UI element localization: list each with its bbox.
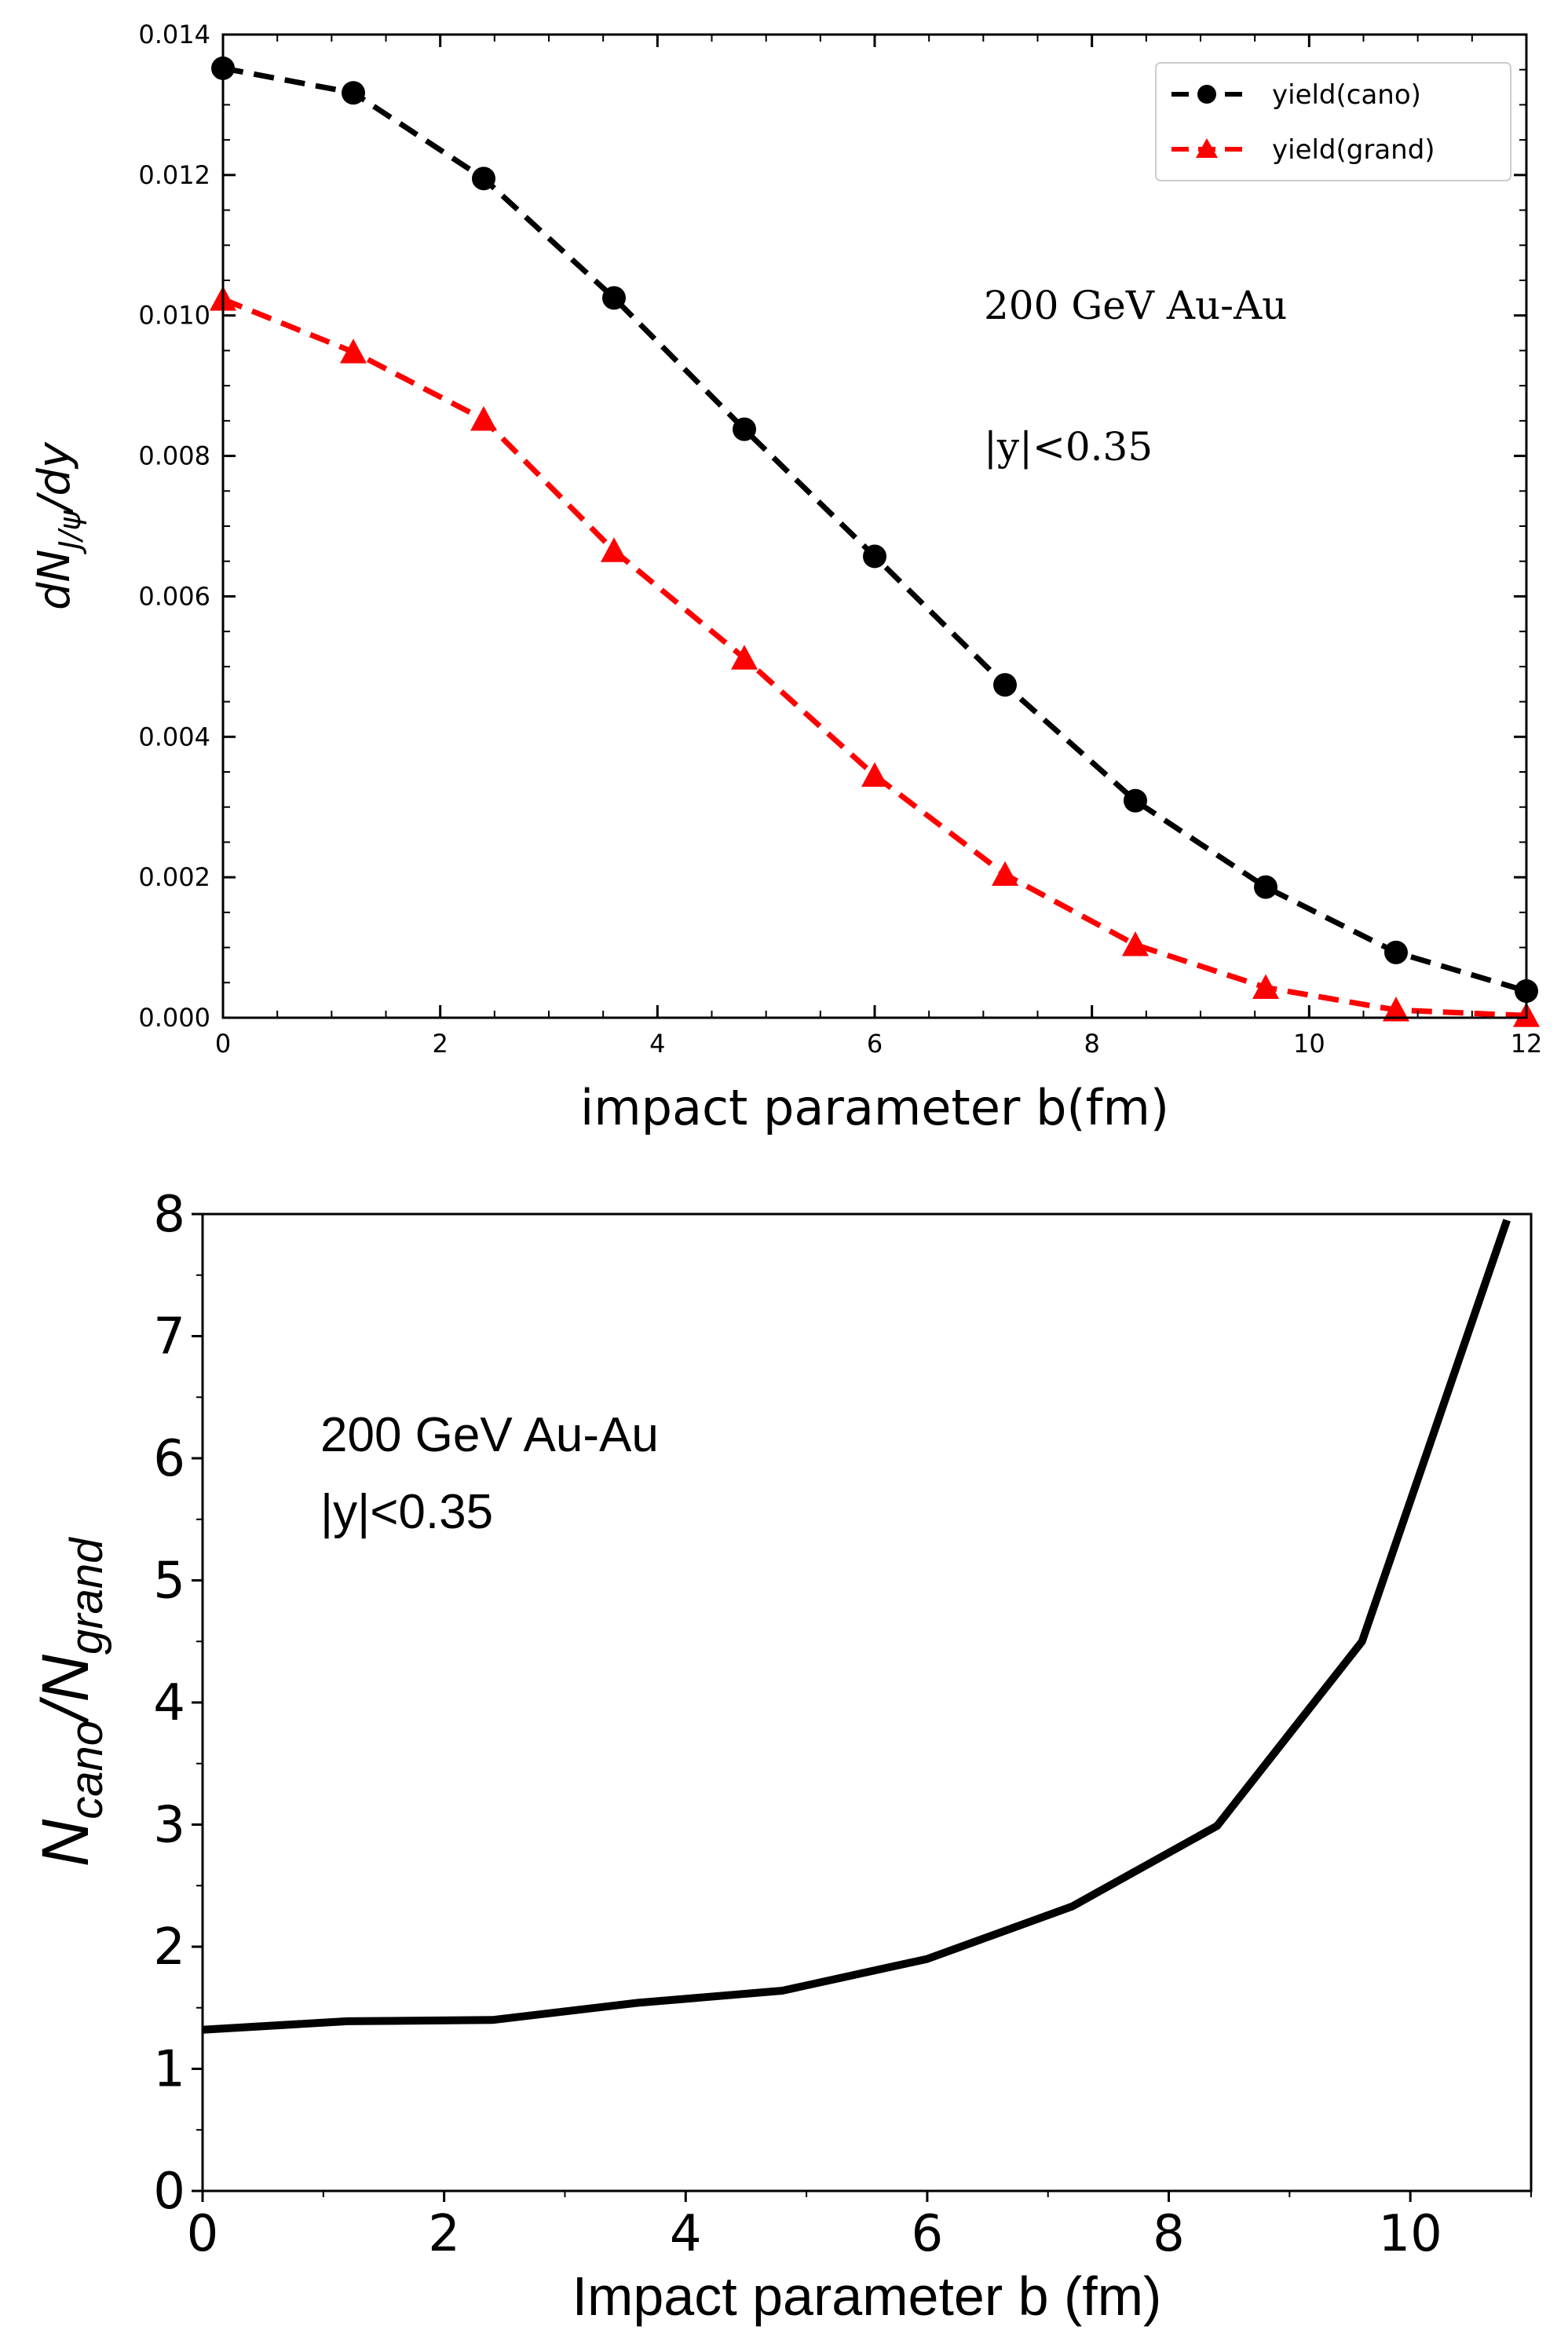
x-tick-label: 4 [649,1029,665,1059]
legend-cano-label: yield(cano) [1272,79,1421,111]
point-cano-2 [472,166,495,191]
point-cano-5 [863,544,886,569]
yield-chart: 0 2 4 6 8 10 12 0.000 0.002 0.004 0.006 0.008 0.010 0… [29,20,1542,1136]
x-tick-label: 0 [187,2205,219,2263]
x-tick-label: 12 [1511,1029,1543,1059]
y-tick-label: 8 [153,1186,185,1244]
ratio-y-label-sub1: cano [61,1721,112,1819]
x-tick-label: 6 [912,2205,944,2263]
x-tick-label: 8 [1153,2205,1185,2263]
series-line-ratio [202,1219,1511,2034]
point-grand-9 [1383,997,1409,1022]
y-tick-label: 0.012 [138,160,210,190]
yield-x-axis-label: impact parameter b(fm) [580,1079,1169,1136]
point-cano-3 [602,286,626,310]
legend-grand-marker [1196,138,1218,158]
ratio-y-axis-label: Ncano/Ngrand [28,1537,112,1867]
y-tick-label: 0.000 [138,1003,210,1033]
x-tick-label: 4 [670,2205,702,2263]
point-grand-4 [731,645,758,670]
ratio-y-label-n1: N [28,1819,102,1867]
legend-box [1155,62,1511,181]
point-grand-5 [861,762,888,787]
point-grand-1 [340,338,367,364]
legend-cano-marker [1197,85,1216,104]
point-grand-3 [601,537,627,562]
yield-axis-ticks: 0 2 4 6 8 10 12 0.000 0.002 0.004 0.006 0.008 0.010 0… [138,20,1542,1059]
ratio-annotation-energy: 200 GeV Au-Au [320,1408,659,1462]
y-tick-label: 0.006 [138,581,210,611]
yield-y-axis-label: dNJ/ψ/dy [29,441,87,610]
y-tick-label: 4 [153,1674,185,1732]
ratio-annotation-rapidity: |y|<0.35 [320,1485,493,1539]
yield-y-label-tail: /dy [29,441,80,514]
point-grand-2 [470,406,497,431]
x-tick-label: 10 [1378,2205,1442,2263]
x-tick-label: 10 [1293,1029,1325,1059]
y-tick-label: 0.008 [138,441,210,471]
point-grand-6 [992,861,1018,887]
x-tick-label: 8 [1084,1029,1099,1059]
ratio-plot-area [202,1219,1511,2034]
yield-y-label-main: dN [29,550,80,610]
y-tick-label: 0.014 [138,20,210,49]
yield-annotation-energy: 200 GeV Au-Au [984,283,1287,328]
point-grand-7 [1122,931,1149,956]
x-tick-label: 6 [867,1029,883,1059]
point-cano-1 [342,81,365,105]
point-cano-9 [1384,940,1408,964]
y-tick-label: 0.004 [138,722,210,752]
y-tick-label: 2 [153,1918,185,1977]
point-grand-8 [1252,974,1279,999]
x-tick-label: 0 [215,1029,231,1059]
legend-grand-label: yield(grand) [1272,134,1435,166]
point-cano-6 [993,673,1017,697]
y-tick-label: 1 [153,2041,185,2099]
y-tick-label: 3 [153,1797,185,1855]
point-cano-7 [1124,788,1147,813]
yield-y-label-sub: J/ψ [53,510,87,555]
y-tick-label: 0 [153,2163,185,2221]
ratio-x-axis-label: Impact parameter b (fm) [572,2266,1162,2327]
x-tick-label: 2 [432,1029,448,1059]
point-cano-4 [733,417,756,441]
ratio-y-label-n2: N [28,1655,102,1702]
y-tick-label: 5 [153,1553,185,1611]
ratio-y-label-sub2: grand [61,1537,112,1655]
yield-legend: yield(cano) yield(grand) [1155,62,1511,181]
y-tick-label: 0.010 [138,301,210,331]
x-tick-label: 2 [428,2205,460,2263]
point-cano-8 [1254,875,1277,899]
y-tick-label: 7 [153,1308,185,1366]
ratio-axis-ticks: 0 2 4 6 8 10 0 1 2 3 4 5 6 7 8 [153,1186,1532,2263]
yield-annotation-rapidity: |y|<0.35 [984,424,1153,470]
y-tick-label: 0.002 [138,862,210,892]
y-tick-label: 6 [153,1430,185,1488]
